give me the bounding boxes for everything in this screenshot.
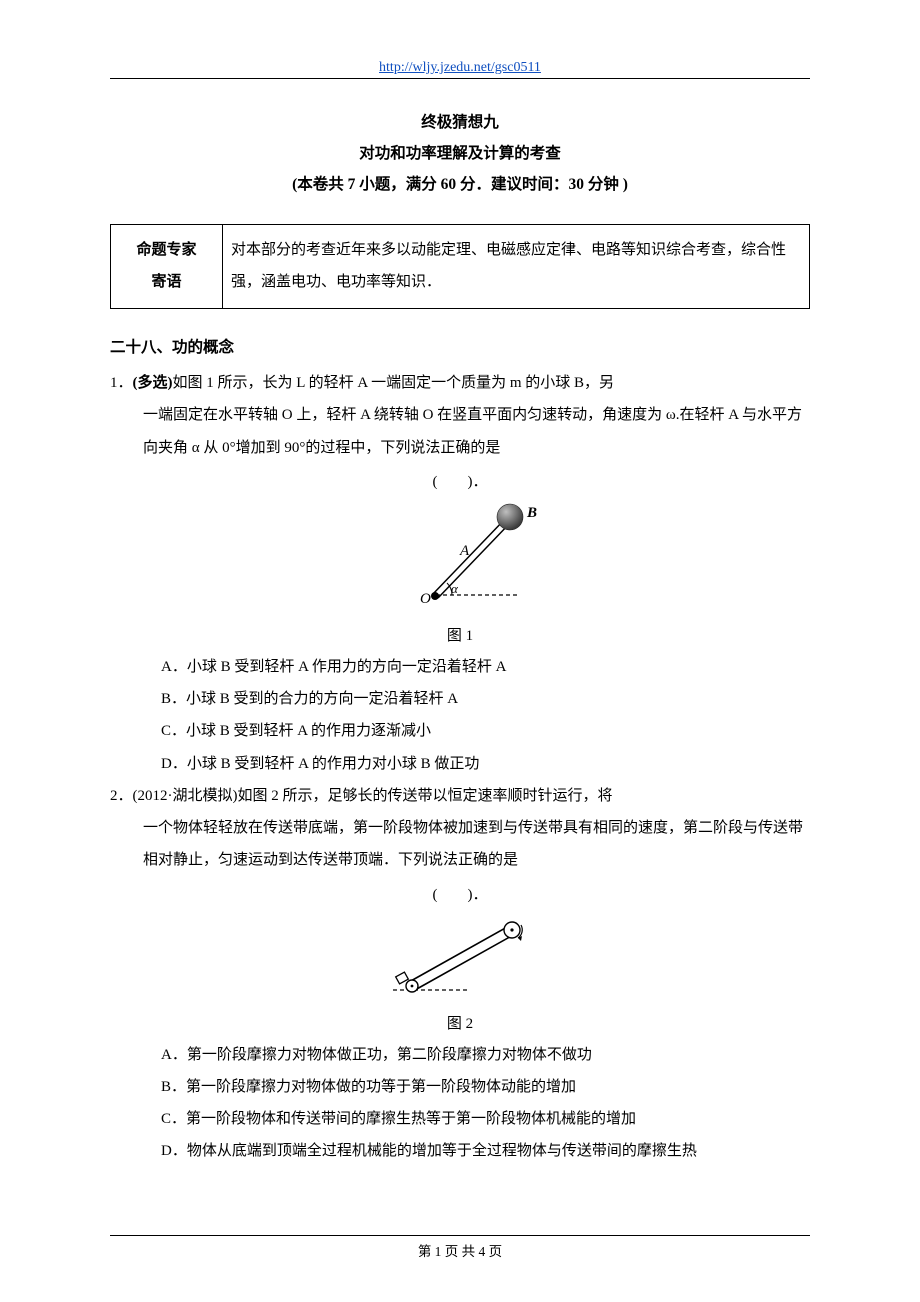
q2-number: 2． [110,788,133,804]
title-block: 终极猜想九 对功和功率理解及计算的考查 (本卷共 7 小题，满分 60 分．建议… [110,107,810,200]
figure-1-pivot [431,592,439,600]
figure-2-pulley-bottom-dot [411,984,414,987]
question-2: 2．(2012·湖北模拟)如图 2 所示，足够长的传送带以恒定速率顺时针运行，将… [110,780,810,877]
header-link[interactable]: http://wljy.jzedu.net/gsc0511 [110,60,810,76]
q1-options: A．小球 B 受到轻杆 A 作用力的方向一定沿着轻杆 A B．小球 B 受到的合… [110,651,810,780]
q2-option-B: B．第一阶段摩擦力对物体做的功等于第一阶段物体动能的增加 [161,1071,810,1103]
info-box-label-2: 寄语 [119,267,214,299]
figure-1-label-O: O [420,591,431,607]
figure-2-caption: 图 2 [110,1012,810,1033]
figure-1-label-A: A [459,543,470,559]
q2-source: (2012·湖北模拟) [133,788,238,804]
q1-option-C: C．小球 B 受到轻杆 A 的作用力逐渐减小 [161,715,810,747]
q2-stem-body: 一个物体轻轻放在传送带底端，第一阶段物体被加速到与传送带具有相同的速度，第二阶段… [110,812,810,877]
q2-option-A: A．第一阶段摩擦力对物体做正功，第二阶段摩擦力对物体不做功 [161,1039,810,1071]
title-line-1: 终极猜想九 [110,107,810,138]
footer-rule [110,1235,810,1236]
q1-multiselect-tag: (多选) [133,375,173,391]
figure-2 [110,908,810,1008]
question-1: 1．(多选)如图 1 所示，长为 L 的轻杆 A 一端固定一个质量为 m 的小球… [110,367,810,464]
q2-stem-first: 如图 2 所示，足够长的传送带以恒定速率顺时针运行，将 [238,788,613,804]
figure-1-label-alpha: α [451,581,459,596]
q1-option-D: D．小球 B 受到轻杆 A 的作用力对小球 B 做正功 [161,748,810,780]
figure-1-svg: O A B α [380,495,540,615]
page-footer-text: 第 1 页 共 4 页 [110,1240,810,1260]
figure-2-belt-bottom [415,934,515,990]
figure-1-rod-line-2 [438,522,511,598]
title-line-2: 对功和功率理解及计算的考查 [110,138,810,169]
figure-1-label-B: B [526,505,537,521]
figure-2-belt-top [409,926,509,982]
info-box-label-1: 命题专家 [119,235,214,267]
q1-blank-paren: ( )． [110,470,810,491]
q2-option-C: C．第一阶段物体和传送带间的摩擦生热等于第一阶段物体机械能的增加 [161,1103,810,1135]
figure-1: O A B α [110,495,810,620]
q1-stem-first: 如图 1 所示，长为 L 的轻杆 A 一端固定一个质量为 m 的小球 B，另 [173,375,615,391]
section-28-heading: 二十八、功的概念 [110,335,810,357]
info-box-label-cell: 命题专家 寄语 [111,225,223,309]
info-box-table: 命题专家 寄语 对本部分的考查近年来多以动能定理、电磁感应定律、电路等知识综合考… [110,224,810,309]
header-rule [110,78,810,79]
figure-1-caption: 图 1 [110,624,810,645]
figure-2-block [396,972,409,984]
info-box-content-cell: 对本部分的考查近年来多以动能定理、电磁感应定律、电路等知识综合考查，综合性强，涵… [223,225,810,309]
page: http://wljy.jzedu.net/gsc0511 终极猜想九 对功和功… [0,0,920,1302]
page-footer: 第 1 页 共 4 页 [110,1235,810,1260]
title-line-3: (本卷共 7 小题，满分 60 分．建议时间：30 分钟 ) [110,169,810,200]
q1-option-A: A．小球 B 受到轻杆 A 作用力的方向一定沿着轻杆 A [161,651,810,683]
q2-options: A．第一阶段摩擦力对物体做正功，第二阶段摩擦力对物体不做功 B．第一阶段摩擦力对… [110,1039,810,1168]
figure-2-pulley-top-dot [510,928,513,931]
q1-number: 1． [110,375,133,391]
q1-option-B: B．小球 B 受到的合力的方向一定沿着轻杆 A [161,683,810,715]
q2-blank-paren: ( )． [110,883,810,904]
q1-stem-body: 一端固定在水平转轴 O 上，轻杆 A 绕转轴 O 在竖直平面内匀速转动，角速度为… [110,399,810,464]
q2-option-D: D．物体从底端到顶端全过程机械能的增加等于全过程物体与传送带间的摩擦生热 [161,1135,810,1167]
figure-1-ball [497,504,523,530]
figure-2-svg [375,908,545,1003]
